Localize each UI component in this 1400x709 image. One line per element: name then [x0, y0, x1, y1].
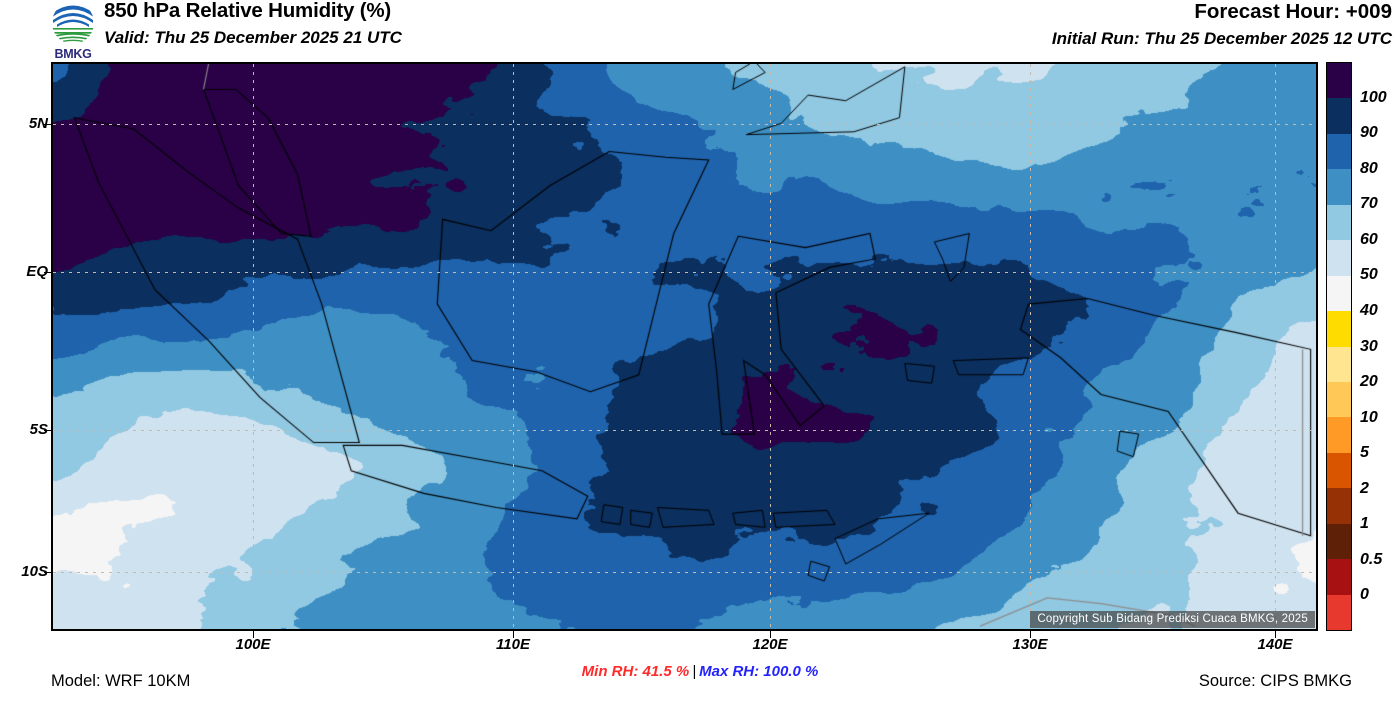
graticule-lat-5N [53, 124, 1316, 125]
colorbar-band-4 [1327, 204, 1351, 241]
graticule-lat-5S [53, 430, 1316, 431]
lat-label-5N: 5N [28, 115, 48, 132]
max-rh-value: Max RH: 100.0 % [699, 663, 819, 680]
colorbar-label-50: 50 [1360, 266, 1378, 284]
colorbar-tick-labels: 100 90 80 70 60 50 40 30 20 10 5 2 1 0.5 0 [1360, 62, 1400, 631]
min-max-readout: Min RH: 41.5 % | Max RH: 100.0 % [0, 663, 1400, 680]
colorbar-band-5 [1327, 240, 1351, 276]
lat-tick-10S [44, 572, 51, 573]
colorbar-label-80: 80 [1360, 159, 1378, 177]
lon-tick-110E [513, 631, 514, 638]
colorbar-band-9 [1327, 381, 1351, 418]
valid-time: Valid: Thu 25 December 2025 21 UTC [104, 28, 402, 47]
graticule-lat-EQ [53, 272, 1316, 273]
colorbar-band-3 [1327, 169, 1351, 205]
colorbar-band-8 [1327, 346, 1351, 382]
colorbar-band-14 [1327, 559, 1351, 595]
colorbar [1326, 62, 1352, 631]
map-panel[interactable]: Copyright Sub Bidang Prediksi Cuaca BMKG… [51, 62, 1318, 631]
colorbar-band-0 [1327, 63, 1351, 99]
copyright-notice: Copyright Sub Bidang Prediksi Cuaca BMKG… [1030, 611, 1315, 628]
colorbar-label-100: 100 [1360, 88, 1387, 106]
graticule-lon-100E [253, 64, 254, 629]
lat-label-EQ: EQ [26, 263, 48, 280]
colorbar-label-5: 5 [1360, 444, 1369, 462]
minmax-separator: | [692, 663, 697, 680]
colorbar-band-6 [1327, 275, 1351, 312]
humidity-field [53, 64, 1316, 629]
bmkg-logo-icon: BMKG [44, 2, 102, 60]
lon-label-100E: 100E [235, 636, 271, 653]
colorbar-label-20: 20 [1360, 373, 1378, 391]
colorbar-label-30: 30 [1360, 337, 1378, 355]
colorbar-label-2: 2 [1360, 479, 1369, 497]
source-label: Source: CIPS BMKG [1198, 672, 1352, 690]
min-rh-value: Min RH: 41.5 % [581, 663, 690, 680]
lat-label-10S: 10S [21, 563, 48, 580]
graticule-lon-130E [1030, 64, 1031, 629]
page-header: BMKG 850 hPa Relative Humidity (%) Valid… [0, 0, 1400, 62]
graticule-lat-10S [53, 572, 1316, 573]
logo-disc [50, 2, 96, 46]
colorbar-label-10: 10 [1360, 408, 1378, 426]
colorbar-label-0: 0 [1360, 586, 1369, 604]
graticule-lon-140E [1275, 64, 1276, 629]
initial-run: Initial Run: Thu 25 December 2025 12 UTC [1051, 29, 1392, 48]
lon-label-130E: 130E [1012, 636, 1048, 653]
colorbar-label-0.5: 0.5 [1360, 550, 1383, 568]
colorbar-band-2 [1327, 133, 1351, 170]
lat-tick-EQ [44, 272, 51, 273]
graticule-lon-120E [770, 64, 771, 629]
forecast-hour: Forecast Hour: +009 [1194, 0, 1392, 23]
colorbar-band-10 [1327, 417, 1351, 453]
colorbar-band-1 [1327, 98, 1351, 134]
colorbar-band-13 [1327, 523, 1351, 560]
model-label: Model: WRF 10KM [51, 672, 191, 690]
colorbar-label-40: 40 [1360, 301, 1378, 319]
graticule-lon-110E [513, 64, 514, 629]
logo-label: BMKG [54, 47, 92, 61]
colorbar-band-11 [1327, 452, 1351, 489]
lon-label-120E: 120E [752, 636, 788, 653]
page-title: 850 hPa Relative Humidity (%) [104, 0, 391, 22]
lat-tick-5S [44, 430, 51, 431]
colorbar-label-1: 1 [1360, 515, 1369, 533]
lon-tick-120E [770, 631, 771, 638]
logo-svg [52, 2, 94, 44]
colorbar-band-12 [1327, 488, 1351, 524]
lat-tick-5N [44, 124, 51, 125]
lon-label-110E: 110E [496, 636, 530, 653]
lat-label-5S: 5S [29, 421, 48, 438]
colorbar-band-7 [1327, 311, 1351, 347]
colorbar-label-70: 70 [1360, 195, 1378, 213]
lon-label-140E: 140E [1257, 636, 1293, 653]
lon-tick-140E [1275, 631, 1276, 638]
lon-tick-100E [253, 631, 254, 638]
colorbar-band-15 [1327, 594, 1351, 630]
lon-tick-130E [1030, 631, 1031, 638]
colorbar-label-90: 90 [1360, 124, 1378, 142]
colorbar-label-60: 60 [1360, 230, 1378, 248]
